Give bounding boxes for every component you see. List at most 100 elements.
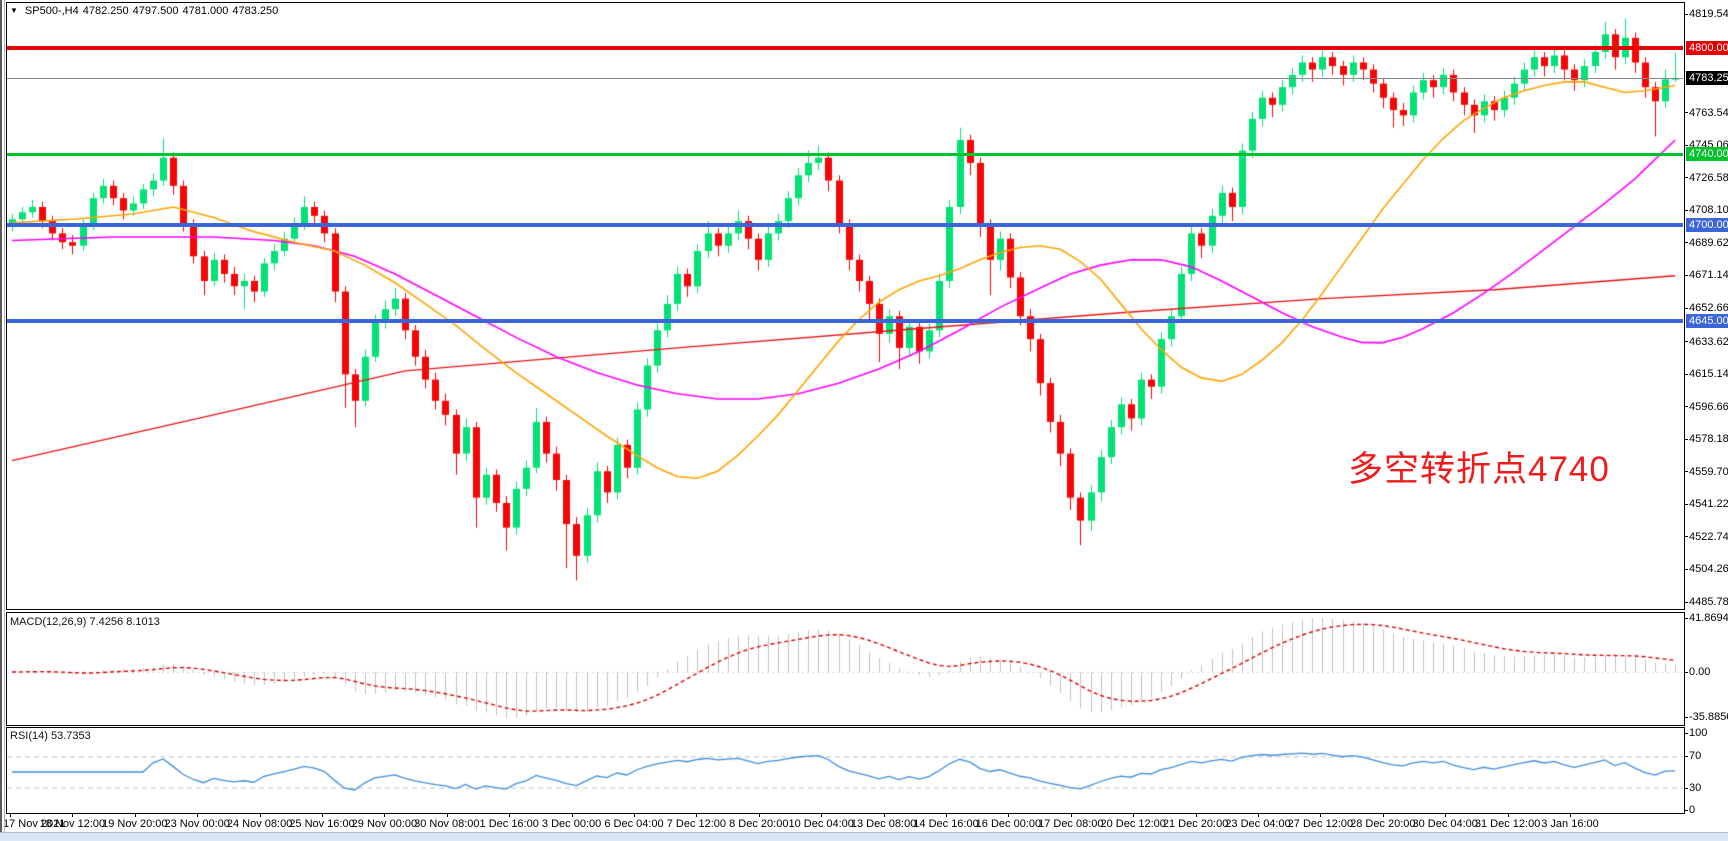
ohlc-open: 4782.250 xyxy=(82,5,129,17)
macd-name: MACD(12,26,9) xyxy=(10,616,87,628)
time-tickmark xyxy=(883,813,885,817)
price-tickmark xyxy=(1684,209,1688,211)
price-tick-label: 4689.620 xyxy=(1689,236,1728,249)
time-label: 30 Dec 04:00 xyxy=(1412,818,1478,830)
time-tickmark xyxy=(72,813,74,817)
time-label: 3 Dec 00:00 xyxy=(541,818,602,830)
time-label: 19 Nov 20:00 xyxy=(102,818,168,830)
window-left-border-inner xyxy=(4,0,5,833)
price-tick-label: 4819.540 xyxy=(1689,8,1728,20)
time-tickmark xyxy=(821,813,823,817)
macd-tickmark xyxy=(1684,671,1688,673)
rsi-tickmark xyxy=(1684,755,1688,757)
price-tick-label: 4578.180 xyxy=(1689,433,1728,446)
time-label: 23 Dec 04:00 xyxy=(1225,818,1291,830)
ohlc-low: 4781.000 xyxy=(182,5,229,17)
time-tickmark xyxy=(1133,813,1135,817)
price-tickmark xyxy=(1684,438,1688,440)
time-label: 21 Dec 20:00 xyxy=(1162,818,1229,830)
time-tickmark xyxy=(1382,813,1384,817)
price-tick-label: 4633.620 xyxy=(1689,335,1728,348)
annotation-text[interactable]: 多空转折点4740 xyxy=(1348,450,1610,489)
time-tickmark xyxy=(696,813,698,817)
time-tickmark xyxy=(134,813,136,817)
rsi-tickmark xyxy=(1684,787,1688,789)
price-badge-4740: 4740.000 xyxy=(1686,147,1728,162)
time-tickmark xyxy=(1320,813,1322,817)
time-tickmark xyxy=(446,813,448,817)
time-label: 20 Dec 12:00 xyxy=(1100,818,1166,830)
time-label: 14 Dec 16:00 xyxy=(913,818,979,830)
price-tickmark xyxy=(1684,307,1688,309)
macd-indicator-label: MACD(12,26,9) 7.4256 8.1013 xyxy=(10,616,160,628)
rsi-tick-label: 70 xyxy=(1689,750,1702,762)
hline-4740[interactable] xyxy=(7,152,1683,156)
time-tickmark xyxy=(1008,813,1010,817)
time-label: 28 Dec 20:00 xyxy=(1350,818,1416,830)
time-label: 7 Dec 12:00 xyxy=(666,818,727,830)
hline-4800[interactable] xyxy=(7,46,1683,51)
time-label: 25 Nov 16:00 xyxy=(289,818,355,830)
symbol-header: ▼ SP500-,H4 4782.250 4797.500 4781.000 4783.2… xyxy=(10,5,282,17)
price-tickmark xyxy=(1684,503,1688,505)
rsi-tickmark xyxy=(1684,732,1688,734)
time-label: 6 Dec 04:00 xyxy=(604,818,664,830)
price-tick-label: 4522.740 xyxy=(1689,530,1728,543)
price-tickmark xyxy=(1684,274,1688,276)
time-tickmark xyxy=(571,813,573,817)
price-tickmark xyxy=(1684,601,1688,603)
time-tickmark xyxy=(197,813,199,817)
price-tickmark xyxy=(1684,341,1688,343)
rsi-value: 53.7353 xyxy=(50,730,91,742)
time-label: 10 Dec 04:00 xyxy=(788,818,854,830)
price-tickmark xyxy=(1684,536,1688,538)
price-tickmark xyxy=(1684,568,1688,570)
price-tickmark xyxy=(1684,177,1688,179)
time-label: 16 Dec 00:00 xyxy=(975,818,1042,830)
time-tickmark xyxy=(1570,813,1571,817)
macd-signal-value: 8.1013 xyxy=(126,616,160,628)
hline-4700[interactable] xyxy=(7,222,1683,227)
window-left-border xyxy=(0,0,2,833)
time-label: 3 Jan 16:00 xyxy=(1541,818,1599,830)
hline-4645[interactable] xyxy=(7,319,1683,324)
time-label: 27 Dec 12:00 xyxy=(1287,818,1354,830)
price-tick-label: 4504.260 xyxy=(1689,563,1728,576)
price-tick-label: 4541.220 xyxy=(1689,498,1728,511)
macd-tick-label: 0.00 xyxy=(1689,666,1711,678)
price-badge-4645: 4645.000 xyxy=(1686,314,1728,329)
price-badge-4700: 4700.000 xyxy=(1686,217,1728,232)
time-tickmark xyxy=(946,813,947,817)
time-label: 24 Nov 08:00 xyxy=(226,818,293,830)
time-tickmark xyxy=(1507,813,1509,817)
time-tickmark xyxy=(1445,813,1447,817)
time-tickmark xyxy=(322,813,323,817)
time-label: 29 Nov 00:00 xyxy=(351,818,418,830)
symbol-dropdown-icon[interactable]: ▼ xyxy=(10,6,18,15)
time-tickmark xyxy=(1258,813,1259,817)
time-label: 13 Dec 08:00 xyxy=(850,818,917,830)
time-tickmark xyxy=(634,813,635,817)
time-label: 31 Dec 12:00 xyxy=(1474,818,1541,830)
rsi-name: RSI(14) xyxy=(10,730,48,742)
time-tickmark xyxy=(509,813,511,817)
price-tick-label: 4671.140 xyxy=(1689,269,1728,282)
time-label: 8 Dec 20:00 xyxy=(729,818,789,830)
price-tick-label: 4763.540 xyxy=(1689,106,1728,119)
current-price-badge: 4783.250 xyxy=(1686,70,1728,85)
ohlc-high: 4797.500 xyxy=(132,5,179,17)
price-tickmark xyxy=(1684,373,1688,375)
price-tickmark xyxy=(1684,144,1688,146)
time-tickmark xyxy=(10,813,11,817)
current-price-line xyxy=(7,77,1683,79)
rsi-indicator-label: RSI(14) 53.7353 xyxy=(10,730,91,742)
rsi-tickmark xyxy=(1684,809,1688,811)
time-label: 30 Nov 08:00 xyxy=(414,818,480,830)
price-tickmark xyxy=(1684,13,1688,15)
ohlc-close: 4783.250 xyxy=(232,5,279,17)
price-tick-label: 4485.780 xyxy=(1689,596,1728,608)
price-tickmark xyxy=(1684,242,1688,244)
time-label: 18 Nov 12:00 xyxy=(39,818,106,830)
